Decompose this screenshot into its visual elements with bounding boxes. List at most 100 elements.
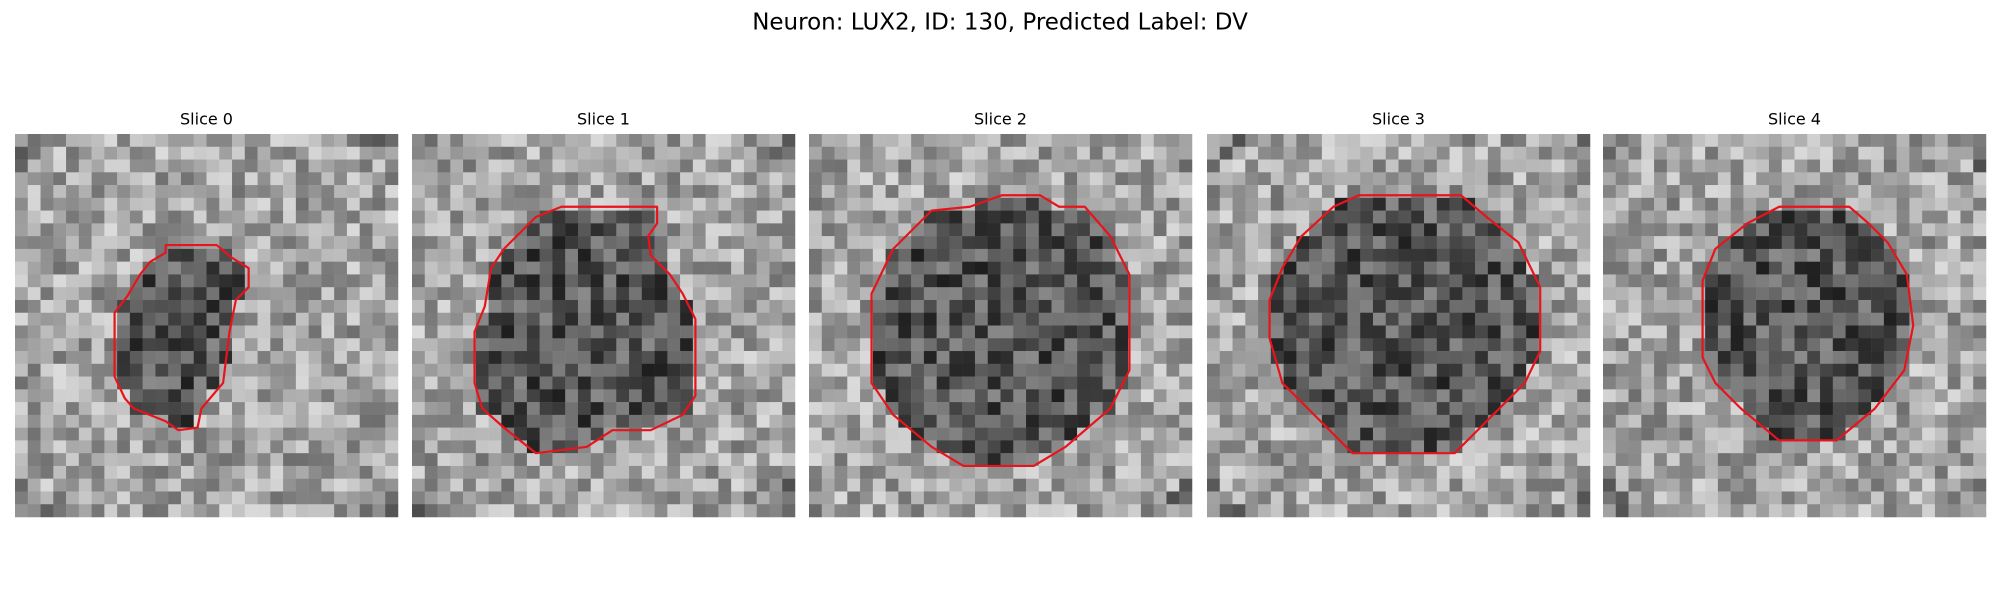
- pixel: [680, 312, 694, 326]
- pixel: [1128, 299, 1142, 313]
- pixel: [1730, 491, 1744, 505]
- pixel: [1309, 236, 1323, 250]
- pixel: [463, 185, 477, 199]
- pixel: [257, 504, 271, 518]
- pixel: [860, 236, 874, 250]
- pixel: [78, 299, 92, 313]
- pixel: [308, 159, 322, 173]
- pixel: [66, 440, 80, 454]
- pixel: [1781, 261, 1795, 275]
- pixel: [1794, 312, 1808, 326]
- pixel: [616, 210, 630, 224]
- pixel: [193, 465, 207, 479]
- pixel: [1641, 159, 1655, 173]
- pixel: [1526, 172, 1540, 186]
- pixel: [488, 389, 502, 403]
- pixel: [412, 146, 426, 160]
- pixel: [654, 491, 668, 505]
- pixel: [782, 236, 796, 250]
- pixel: [244, 440, 258, 454]
- pixel: [1577, 504, 1591, 518]
- pixel: [1102, 504, 1116, 518]
- pixel: [1666, 465, 1680, 479]
- pixel: [667, 363, 681, 377]
- pixel: [463, 325, 477, 339]
- pixel: [1832, 414, 1846, 428]
- pixel: [488, 363, 502, 377]
- pixel: [1730, 210, 1744, 224]
- pixel: [450, 440, 464, 454]
- pixel: [923, 478, 937, 492]
- pixel: [654, 274, 668, 288]
- pixel: [641, 478, 655, 492]
- pixel: [1730, 465, 1744, 479]
- pixel: [1436, 261, 1450, 275]
- pixel: [936, 159, 950, 173]
- pixel: [180, 146, 194, 160]
- pixel: [974, 351, 988, 365]
- pixel: [1858, 465, 1872, 479]
- pixel: [475, 478, 489, 492]
- pixel: [1051, 338, 1065, 352]
- pixel: [78, 185, 92, 199]
- pixel: [15, 363, 29, 377]
- pixel: [577, 223, 591, 237]
- pixel: [1128, 414, 1142, 428]
- pixel: [809, 376, 823, 390]
- pixel: [590, 248, 604, 262]
- pixel: [295, 363, 309, 377]
- pixel: [936, 427, 950, 441]
- pixel: [629, 376, 643, 390]
- pixel: [257, 146, 271, 160]
- pixel: [1551, 465, 1565, 479]
- pixel: [1538, 478, 1552, 492]
- pixel: [53, 465, 67, 479]
- pixel: [1922, 172, 1936, 186]
- pixel: [629, 159, 643, 173]
- pixel: [1115, 491, 1129, 505]
- pixel: [718, 363, 732, 377]
- pixel: [1871, 504, 1885, 518]
- pixel: [193, 236, 207, 250]
- pixel: [1026, 248, 1040, 262]
- pixel: [1064, 248, 1078, 262]
- pixel: [308, 351, 322, 365]
- pixel: [1385, 159, 1399, 173]
- pixel: [1013, 402, 1027, 416]
- pixel: [743, 453, 757, 467]
- pixel: [1934, 453, 1948, 467]
- pixel: [936, 172, 950, 186]
- pixel: [15, 223, 29, 237]
- pixel: [667, 478, 681, 492]
- pixel: [1577, 274, 1591, 288]
- pixel: [1896, 465, 1910, 479]
- pixel: [1385, 465, 1399, 479]
- pixel: [1398, 453, 1412, 467]
- pixel: [911, 146, 925, 160]
- pixel: [1692, 261, 1706, 275]
- pixel: [1077, 389, 1091, 403]
- pixel: [1102, 248, 1116, 262]
- pixel: [680, 491, 694, 505]
- pixel: [501, 146, 515, 160]
- pixel: [244, 223, 258, 237]
- pixel: [756, 146, 770, 160]
- pixel: [308, 440, 322, 454]
- pixel: [1166, 287, 1180, 301]
- pixel: [1756, 274, 1770, 288]
- pixel: [232, 210, 246, 224]
- pixel: [1013, 504, 1027, 518]
- pixel: [885, 159, 899, 173]
- pixel: [552, 146, 566, 160]
- pixel: [1153, 325, 1167, 339]
- pixel: [129, 389, 143, 403]
- pixel: [1500, 223, 1514, 237]
- pixel: [962, 478, 976, 492]
- pixel: [1934, 325, 1948, 339]
- pixel: [1334, 146, 1348, 160]
- pixel: [1641, 197, 1655, 211]
- pixel: [1922, 376, 1936, 390]
- pixel: [1577, 427, 1591, 441]
- pixel: [346, 312, 360, 326]
- pixel: [1449, 299, 1463, 313]
